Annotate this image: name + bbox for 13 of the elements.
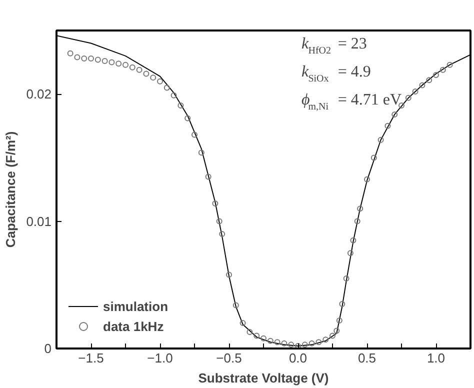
x-tick-label: 0.5	[358, 350, 376, 366]
x-tick-label: 1.0	[426, 350, 446, 366]
y-tick-label: 0	[44, 341, 52, 356]
x-axis-title: Substrate Voltage (V)	[198, 370, 329, 386]
x-tick-label: 0.0	[288, 350, 308, 366]
x-tick-label: −1.0	[147, 350, 173, 366]
x-tick-label: −0.5	[216, 350, 242, 366]
legend-label: simulation	[103, 298, 168, 314]
y-axis-title: Capacitance (F/m²)	[3, 131, 18, 248]
y-tick-label: 0.02	[26, 86, 52, 102]
y-tick-label: 0.01	[26, 214, 52, 229]
x-tick-label: −1.5	[78, 350, 104, 366]
legend-label: data 1kHz	[103, 318, 164, 334]
